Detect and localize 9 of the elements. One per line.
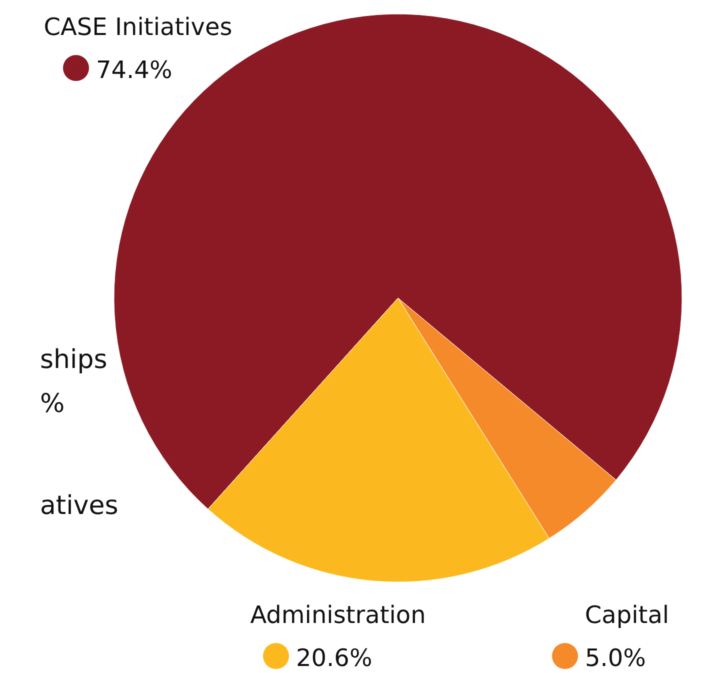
text: ships bbox=[40, 345, 108, 375]
data-label: 74.4% bbox=[96, 56, 172, 84]
data-label: 5.0% bbox=[585, 644, 646, 672]
text: % bbox=[40, 389, 65, 419]
slice-label: Administration bbox=[250, 601, 426, 629]
slice-label: Capital bbox=[584, 601, 670, 629]
data-label: 20.6% bbox=[296, 644, 372, 672]
slice-label: CASE Initiatives bbox=[44, 13, 232, 41]
text: atives bbox=[40, 491, 118, 521]
